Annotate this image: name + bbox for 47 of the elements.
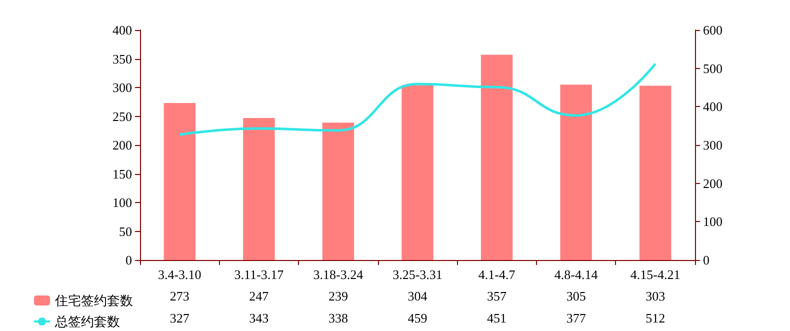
y-tick-label: 150	[112, 166, 132, 182]
y2-tick-label: 600	[703, 22, 722, 38]
bar	[164, 103, 196, 260]
data-label: 304	[408, 288, 428, 304]
x-tick-label: 4.8-4.14	[554, 267, 598, 282]
bar	[402, 85, 434, 260]
y-tick-label: 400	[112, 22, 132, 38]
data-label: 327	[170, 310, 190, 326]
legend-label: 总签约套数	[54, 314, 120, 329]
y2-tick-label: 500	[703, 60, 722, 76]
data-label: 338	[328, 310, 348, 326]
y2-tick-label: 400	[703, 99, 722, 114]
x-tick-label: 4.1-4.7	[478, 267, 516, 282]
y-tick-label: 250	[112, 108, 132, 124]
bar	[243, 118, 275, 260]
y2-tick-label: 100	[703, 214, 722, 230]
data-label: 459	[408, 310, 428, 326]
y2-tick-label: 200	[703, 176, 722, 191]
data-label: 451	[487, 310, 507, 326]
bar	[322, 122, 354, 260]
y2-tick-label: 300	[703, 138, 722, 152]
bar	[480, 54, 513, 260]
y2-tick-label: 0	[703, 252, 710, 268]
data-label: 303	[646, 288, 666, 304]
x-tick-label: 4.15-4.21	[630, 267, 680, 282]
y-tick-label: 200	[112, 138, 132, 152]
y-tick-label: 0	[126, 252, 132, 268]
data-label: 343	[249, 310, 269, 326]
data-label: 239	[328, 288, 348, 304]
bar	[560, 84, 592, 260]
x-tick-label: 3.18-3.24	[313, 267, 364, 282]
y-tick-label: 100	[112, 195, 132, 210]
y-tick-label: 350	[112, 51, 132, 66]
data-label: 273	[170, 288, 190, 304]
y-tick-label: 50	[119, 224, 132, 239]
data-label: 357	[487, 288, 508, 304]
y-tick-label: 300	[112, 80, 132, 95]
x-tick-label: 3.4-3.10	[158, 267, 202, 282]
legend-label: 住宅签约套数	[54, 293, 133, 308]
x-tick-label: 3.11-3.17	[234, 267, 284, 282]
data-label: 512	[646, 310, 666, 326]
data-label: 377	[566, 310, 586, 326]
line-series	[178, 62, 657, 136]
data-label: 247	[249, 288, 270, 304]
x-tick-label: 3.25-3.31	[392, 267, 442, 282]
bar	[640, 86, 672, 260]
data-label: 305	[566, 288, 586, 304]
